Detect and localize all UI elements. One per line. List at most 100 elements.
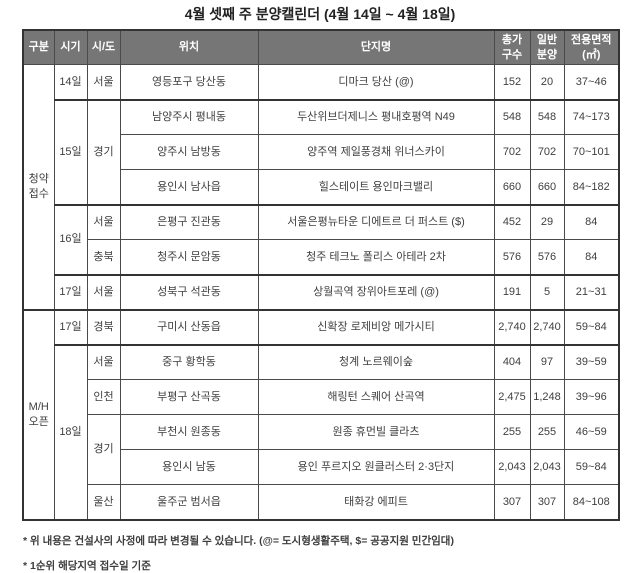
cell-location: 청주시 문암동 [119,239,259,275]
cell-total-units: 576 [493,239,531,275]
table-row: 17일 서울 성북구 석관동 상월곡역 장위아트포레 (@) 191 5 21~… [23,273,620,310]
cell-sido: 경북 [86,308,121,345]
cell-complex: 양주역 제일풍경채 위너스카이 [257,134,495,170]
cell-location: 용인시 남사읍 [119,169,259,205]
cell-total-units: 191 [493,273,531,310]
cell-complex: 원종 휴먼빌 클라츠 [257,414,495,450]
cell-area: 21~31 [563,273,620,310]
cell-location: 남양주시 평내동 [119,98,259,135]
cell-general-sale: 702 [529,134,565,170]
cell-day: 17일 [53,308,88,345]
cell-day: 17일 [53,273,88,310]
cell-sido: 서울 [86,343,121,380]
cell-general-sale: 2,740 [529,308,565,345]
table-row: 양주시 남방동 양주역 제일풍경채 위너스카이 702 702 70~101 [23,134,620,170]
cell-sido: 충북 [86,239,121,275]
table-row: 15일 경기 남양주시 평내동 두산위브더제니스 평내호평역 N49 548 5… [23,98,620,205]
cell-total-units: 452 [493,203,531,240]
cell-location: 울주군 범서읍 [119,484,259,520]
cell-total-units: 660 [493,169,531,205]
cell-general-sale: 29 [529,203,565,240]
cell-area: 59~84 [563,308,620,345]
cell-area: 39~96 [563,379,620,415]
table-row: 16일 서울 은평구 진관동 서울은평뉴타운 디에트르 더 퍼스트 ($) 45… [23,203,620,275]
header-period: 시기 [53,29,88,65]
footnotes: * 위 내용은 건설사의 사정에 따라 변경될 수 있습니다. (@= 도시형생… [23,533,640,573]
table-row: M/H 오픈 17일 경북 구미시 산동읍 신확장 로제비앙 메가시티 2,74… [22,308,620,520]
table-row: 충북 청주시 문암동 청주 테크노 폴리스 아테라 2차 576 576 84 [23,239,620,275]
cell-sido: 경기 [86,98,121,205]
cell-general-sale: 307 [529,484,565,520]
cell-general-sale: 1,248 [529,379,565,415]
cell-location: 영등포구 당산동 [119,64,259,100]
cell-general-sale: 576 [529,239,565,275]
cell-sido: 울산 [86,484,121,520]
cell-area: 84~108 [563,484,620,520]
cell-area: 84 [563,239,620,275]
cell-total-units: 702 [493,134,531,170]
cell-general-sale: 20 [529,64,565,100]
sales-calendar-table: 구분 시기 시/도 위치 단지명 총가 구수 일반 분양 전용면적 (㎡) 청약… [22,29,620,521]
table-row: 18일 서울 중구 황학동 청계 노르웨이숲 404 97 39~59 [23,343,620,520]
cell-complex: 힐스테이트 용인마크밸리 [257,169,495,205]
cell-sido: 서울 [86,203,121,240]
cell-area: 84 [563,203,620,240]
cell-complex: 용인 푸르지오 원클러스터 2·3단지 [257,449,495,485]
footnote-rank-basis: * 1순위 해당지역 접수일 기준 [23,559,151,572]
header-location: 위치 [119,29,259,65]
cell-area: 39~59 [563,343,620,380]
cell-general-sale: 2,043 [529,449,565,485]
cell-complex: 해링턴 스퀘어 산곡역 [257,379,495,415]
cell-general-sale: 660 [529,169,565,205]
cell-location: 부평구 산곡동 [119,379,259,415]
cell-general-sale: 548 [529,98,565,135]
cell-sido: 인천 [86,379,121,415]
table-row: 인천 부평구 산곡동 해링턴 스퀘어 산곡역 2,475 1,248 39~96 [23,379,620,415]
cell-day: 18일 [53,343,88,520]
table-row: 용인시 남사읍 힐스테이트 용인마크밸리 660 660 84~182 [23,169,620,205]
cell-total-units: 404 [493,343,531,380]
header-gubun: 구분 [22,29,55,65]
cell-location: 성북구 석관동 [119,273,259,310]
cell-general-sale: 5 [529,273,565,310]
cell-total-units: 2,740 [493,308,531,345]
header-area: 전용면적 (㎡) [563,29,620,65]
cell-sido: 경기 [86,414,121,485]
cell-location: 양주시 남방동 [119,134,259,170]
cell-general-sale: 97 [529,343,565,380]
table-row: 청약 접수 14일 서울 영등포구 당산동 디마크 당산 (@) 152 20 … [22,64,620,310]
cell-location: 부천시 원종동 [119,414,259,450]
cell-day: 15일 [53,98,88,205]
cell-location: 용인시 남동 [119,449,259,485]
footnote-change-notice: * 위 내용은 건설사의 사정에 따라 변경될 수 있습니다. (@= 도시형생… [23,534,454,547]
cell-complex: 상월곡역 장위아트포레 (@) [257,273,495,310]
cell-complex: 신확장 로제비앙 메가시티 [257,308,495,345]
cell-sido: 서울 [86,64,121,100]
page-title: 4월 셋째 주 분양캘린더 (4월 14일 ~ 4월 18일) [184,6,456,22]
cell-complex: 청주 테크노 폴리스 아테라 2차 [257,239,495,275]
cell-total-units: 255 [493,414,531,450]
cell-area: 84~182 [563,169,620,205]
header-row: 구분 시기 시/도 위치 단지명 총가 구수 일반 분양 전용면적 (㎡) [22,29,620,65]
cell-location: 중구 황학동 [119,343,259,380]
header-complex: 단지명 [257,29,495,65]
cell-total-units: 2,043 [493,449,531,485]
header-total-units: 총가 구수 [493,29,531,65]
cell-complex: 태화강 에피트 [257,484,495,520]
header-general-sale: 일반 분양 [529,29,565,65]
cell-total-units: 152 [493,64,531,100]
cell-area: 74~173 [563,98,620,135]
header-sido: 시/도 [86,29,121,65]
cell-area: 70~101 [563,134,620,170]
cell-area: 59~84 [563,449,620,485]
cell-location: 구미시 산동읍 [119,308,259,345]
table-row: 경기 부천시 원종동 원종 휴먼빌 클라츠 255 255 46~59 [23,414,620,485]
cell-day: 14일 [53,64,88,100]
cell-sido: 서울 [86,273,121,310]
cell-general-sale: 255 [529,414,565,450]
cell-total-units: 548 [493,98,531,135]
cell-total-units: 307 [493,484,531,520]
cell-day: 16일 [53,203,88,275]
cell-location: 은평구 진관동 [119,203,259,240]
cell-complex: 청계 노르웨이숲 [257,343,495,380]
